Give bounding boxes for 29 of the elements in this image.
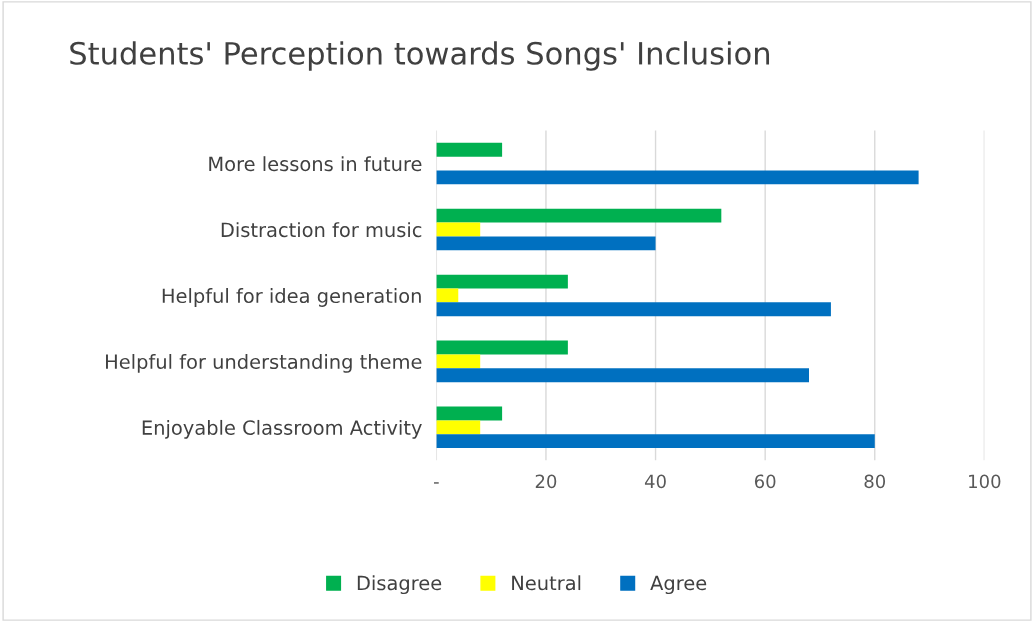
- x-tick-label: 40: [644, 474, 666, 489]
- chart-title: Students' Perception towards Songs' Inclusion: [70, 41, 770, 71]
- bar: [436, 406, 503, 421]
- x-tick-label: 20: [535, 474, 557, 489]
- bar: [436, 142, 503, 157]
- legend-label: Agree: [650, 575, 707, 595]
- y-tick-label: Helpful for idea generation: [162, 288, 421, 307]
- bar: [436, 208, 722, 223]
- bar: [436, 288, 459, 303]
- y-tick-label: Helpful for understanding theme: [106, 353, 422, 373]
- bar: [436, 368, 809, 383]
- bar: [436, 354, 481, 369]
- bar: [436, 170, 919, 185]
- x-tick-label: 100: [969, 474, 1001, 489]
- y-tick-label: Enjoyable Classroom Activity: [142, 419, 422, 439]
- x-tick-label: -: [433, 482, 439, 484]
- y-tick-label: Distraction for music: [221, 222, 422, 238]
- bar: [436, 236, 656, 251]
- x-tick-label: 80: [864, 474, 886, 489]
- bar: [436, 302, 831, 317]
- y-tick-label: More lessons in future: [209, 156, 422, 172]
- bar: [436, 222, 481, 237]
- x-tick-label: 60: [754, 474, 776, 489]
- bar: [436, 420, 481, 435]
- bar: [436, 434, 875, 449]
- bar: [436, 340, 568, 355]
- bar: [436, 274, 568, 289]
- legend-label: Neutral: [512, 575, 581, 591]
- legend-label: Disagree: [357, 575, 442, 595]
